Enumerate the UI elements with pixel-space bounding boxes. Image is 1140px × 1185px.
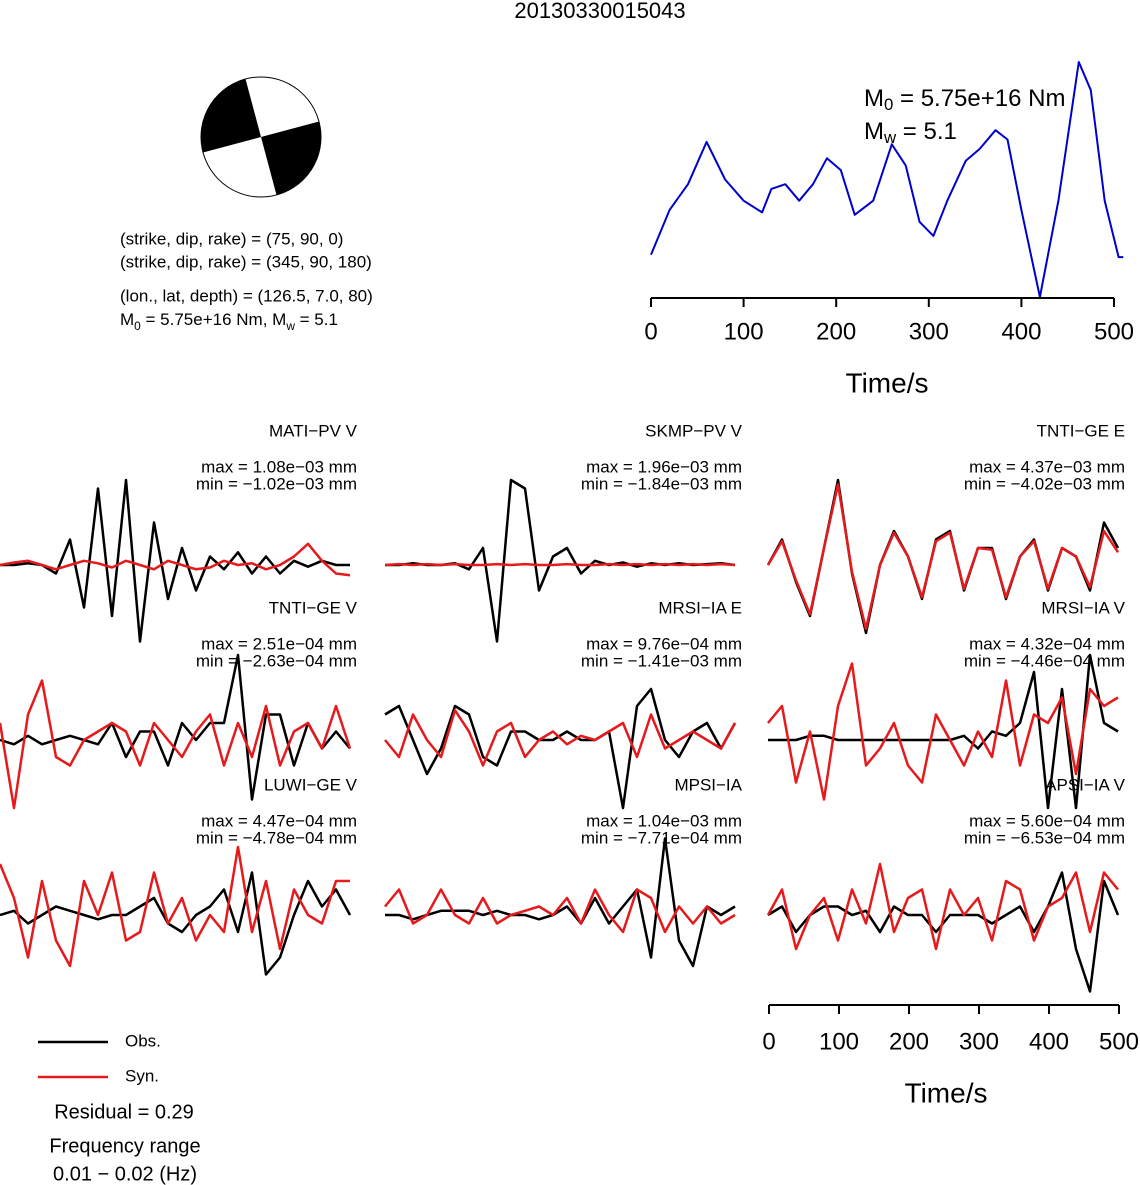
x-tick-label: 100 (819, 1028, 859, 1055)
compressional-quadrant (200, 79, 261, 153)
text-part: M (864, 85, 884, 112)
trace (384, 709, 737, 767)
subscript: 0 (884, 95, 893, 114)
max-label: max = 4.37e−03 mm (969, 457, 1125, 476)
x-tick-label: 100 (724, 318, 764, 345)
trace (766, 483, 1120, 631)
x-tick-label: 200 (889, 1028, 929, 1055)
location: (lon., lat, depth) = (126.5, 7.0, 80) (120, 286, 373, 305)
text-part: = 5.75e+16 Nm (893, 85, 1065, 112)
trace (0, 845, 350, 968)
subscript: 0 (134, 319, 141, 333)
trace (0, 679, 352, 810)
legend-label: Syn. (125, 1066, 159, 1085)
trace (0, 871, 352, 976)
trace (766, 862, 1119, 951)
min-label: min = −4.78e−04 mm (196, 828, 357, 847)
x-tick-label: 500 (1099, 1028, 1139, 1055)
trace (0, 653, 351, 801)
x-tick-label: 400 (1001, 318, 1041, 345)
residual: Residual = 0.29 (54, 1101, 194, 1123)
max-label: max = 4.47e−04 mm (201, 811, 357, 830)
frequency-label: Frequency range (49, 1135, 200, 1157)
annotation: M0 = 5.75e+16 Nm (864, 85, 1065, 114)
min-label: min = −7.71e−04 mm (581, 828, 742, 847)
station-title: APSI−IA V (1045, 775, 1126, 794)
trace (767, 662, 1119, 801)
min-label: min = −1.84e−03 mm (581, 474, 742, 493)
max-label: max = 5.60e−04 mm (969, 811, 1125, 830)
max-label: max = 4.32e−04 mm (969, 634, 1125, 653)
beachball (200, 76, 322, 198)
nodal-plane: (strike, dip, rake) = (345, 90, 180) (120, 252, 372, 271)
trace (768, 653, 1119, 810)
x-tick-label: 0 (762, 1028, 775, 1055)
subscript: w (285, 319, 295, 333)
max-label: max = 9.76e−04 mm (586, 634, 742, 653)
max-label: max = 2.51e−04 mm (201, 634, 357, 653)
max-label: max = 1.08e−03 mm (201, 457, 357, 476)
figure-title: 20130330015043 (514, 0, 685, 23)
x-tick-label: 200 (816, 318, 856, 345)
station-title: MATI−PV V (269, 421, 358, 440)
station-title: SKMP−PV V (645, 421, 743, 440)
x-tick-label: 400 (1029, 1028, 1069, 1055)
station-title: MRSI−IA E (658, 598, 742, 617)
text-part: = 5.75e+16 Nm, M (141, 310, 287, 329)
trace (385, 837, 736, 968)
annotation: Mw = 5.1 (864, 118, 957, 147)
compressional-quadrant (261, 121, 322, 195)
x-tick-label: 300 (909, 318, 949, 345)
station-title: MRSI−IA V (1041, 598, 1125, 617)
station-title: MPSI−IA (674, 775, 742, 794)
text-part: = 5.1 (896, 118, 957, 145)
trace (650, 61, 1124, 298)
station-title: LUWI−GE V (264, 775, 358, 794)
min-label: min = −1.41e−03 mm (581, 651, 742, 670)
station-title: TNTI−GE E (1037, 421, 1125, 440)
x-axis-label: Time/s (905, 1077, 988, 1108)
min-label: min = −4.02e−03 mm (964, 474, 1125, 493)
moment: M0 = 5.75e+16 Nm, Mw = 5.1 (120, 310, 338, 333)
frequency-range: 0.01 − 0.02 (Hz) (53, 1163, 197, 1185)
x-tick-label: 500 (1094, 318, 1134, 345)
trace (384, 562, 736, 567)
station-title: TNTI−GE V (269, 598, 358, 617)
max-label: max = 1.04e−03 mm (586, 811, 742, 830)
x-tick-label: 0 (644, 318, 657, 345)
text-part: M (864, 118, 884, 145)
max-label: max = 1.96e−03 mm (586, 457, 742, 476)
text-part: = 5.1 (295, 310, 338, 329)
min-label: min = −1.02e−03 mm (196, 474, 357, 493)
min-label: min = −2.63e−04 mm (196, 651, 357, 670)
x-tick-label: 300 (959, 1028, 999, 1055)
x-axis-label: Time/s (846, 367, 929, 398)
subscript: w (883, 128, 897, 147)
min-label: min = −4.46e−04 mm (964, 651, 1125, 670)
nodal-plane: (strike, dip, rake) = (75, 90, 0) (120, 229, 343, 248)
trace (384, 687, 737, 810)
legend-label: Obs. (125, 1031, 161, 1050)
trace (0, 542, 351, 577)
min-label: min = −6.53e−04 mm (964, 828, 1125, 847)
text-part: M (120, 310, 134, 329)
trace (384, 888, 736, 934)
